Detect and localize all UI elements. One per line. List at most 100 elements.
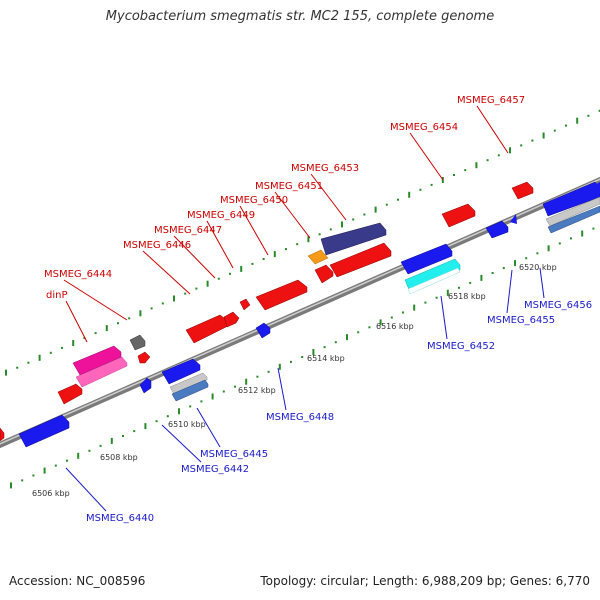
gene-label-reverse[interactable]: MSMEG_6455 <box>487 315 555 326</box>
gene-label-reverse[interactable]: MSMEG_6452 <box>427 341 495 352</box>
gene-label-forward[interactable]: MSMEG_6450 <box>220 195 288 206</box>
tick-tracks <box>5 109 600 489</box>
tick-mark <box>296 243 299 246</box>
gene-block-pink-lower[interactable] <box>75 356 128 388</box>
gene-label-reverse[interactable]: MSMEG_6456 <box>524 300 592 311</box>
scale-labels: 6506 kbp 6508 kbp 6510 kbp 6512 kbp 6514 kbp… <box>32 263 557 498</box>
gene-label-reverse[interactable]: MSMEG_6445 <box>200 449 268 460</box>
gene-label-forward[interactable]: MSMEG_6453 <box>291 163 359 174</box>
gene-label-forward[interactable]: MSMEG_6444 <box>44 269 112 280</box>
gene-block-steel[interactable] <box>171 379 209 402</box>
leader-line <box>274 191 311 239</box>
tick-mark <box>5 369 7 376</box>
tick-mark <box>502 267 505 270</box>
tick-mark <box>206 280 209 287</box>
gene-block-small-red[interactable] <box>137 351 151 364</box>
gene-block-msmeg-6447[interactable] <box>223 311 240 328</box>
gene-block-msmeg-6440[interactable] <box>18 414 70 448</box>
tick-mark <box>278 363 281 370</box>
tick-mark <box>285 248 287 251</box>
gene-block-left-red[interactable] <box>0 427 5 442</box>
reverse-strand-genes <box>18 181 600 448</box>
gene-label-forward[interactable]: MSMEG_6457 <box>457 95 525 106</box>
tick-mark <box>379 319 382 326</box>
gene-label-forward[interactable]: MSMEG_6454 <box>390 122 458 133</box>
gene-block-msmeg-6451[interactable] <box>307 249 329 265</box>
tick-mark <box>273 251 276 258</box>
tick-mark <box>307 236 310 243</box>
tick-mark <box>211 393 214 400</box>
gene-block-msmeg-6454[interactable] <box>441 203 476 228</box>
gene-label-forward[interactable]: dinP <box>46 290 68 301</box>
gene-block-msmeg-6450[interactable] <box>255 279 308 311</box>
gene-block-small-arrow[interactable] <box>510 214 517 224</box>
gene-block-msmeg-6442[interactable] <box>139 377 152 394</box>
gene-block-cyan-edge[interactable] <box>407 267 461 295</box>
gene-block-red-long[interactable] <box>329 242 392 278</box>
accession-label: Accession: NC_008596 <box>9 574 146 588</box>
tick-mark <box>301 356 304 358</box>
tick-mark <box>587 114 590 117</box>
tick-mark <box>464 169 467 172</box>
gene-block-msmeg-6456[interactable] <box>542 181 600 217</box>
map-title: Mycobacterium smegmatis str. MC2 155, co… <box>105 9 495 24</box>
gene-block-msmeg-6457[interactable] <box>511 181 534 200</box>
gene-block-msmeg-6445[interactable] <box>161 358 201 385</box>
tick-mark <box>486 159 489 162</box>
leader-line <box>65 467 107 512</box>
tick-mark <box>290 360 292 363</box>
tick-mark <box>570 237 572 240</box>
leader-line <box>239 205 269 256</box>
scale-label: 6512 kbp <box>238 386 276 395</box>
tick-mark <box>536 252 539 255</box>
tick-mark <box>161 302 164 305</box>
gene-block-msmeg-6456-gray[interactable] <box>545 196 600 227</box>
leader-line <box>440 295 448 340</box>
gene-block-msmeg-6453[interactable] <box>320 222 387 256</box>
gene-block-msmeg-6446[interactable] <box>185 314 229 344</box>
gene-labels: MSMEG_6457 MSMEG_6454 MSMEG_6453 MSMEG_6451… <box>44 95 592 524</box>
tick-mark <box>341 221 343 228</box>
leader-line <box>196 407 221 448</box>
gene-block-msmeg-6452[interactable] <box>400 243 453 275</box>
tick-mark <box>592 227 595 230</box>
gene-label-forward[interactable]: MSMEG_6449 <box>187 210 255 221</box>
scale-label: 6506 kbp <box>32 489 70 498</box>
scale-label: 6510 kbp <box>168 420 206 429</box>
leader-line <box>310 173 347 221</box>
tick-mark <box>446 289 449 296</box>
gene-block-msmeg-6448[interactable] <box>255 322 271 339</box>
gene-block-msmeg-6456-steel[interactable] <box>547 205 600 234</box>
leader-line <box>277 367 287 411</box>
tick-mark <box>531 139 534 142</box>
gene-block-msmeg-6444[interactable] <box>72 345 122 376</box>
tick-mark <box>267 370 270 373</box>
scale-label: 6508 kbp <box>100 453 138 462</box>
gene-block-msmeg-6455[interactable] <box>485 220 509 239</box>
tick-mark <box>200 400 203 403</box>
tick-mark <box>144 423 147 430</box>
gene-label-reverse[interactable]: MSMEG_6448 <box>266 412 334 423</box>
gene-label-forward[interactable]: MSMEG_6446 <box>123 240 191 251</box>
gene-block-red-under-orange[interactable] <box>314 264 334 284</box>
gene-label-forward[interactable]: MSMEG_6447 <box>154 225 222 236</box>
tick-mark <box>240 265 243 272</box>
gene-block-gray-small[interactable] <box>129 334 146 351</box>
tick-mark <box>99 444 102 447</box>
gene-block-msmeg-6449[interactable] <box>239 298 251 311</box>
tick-mark <box>117 322 119 325</box>
tick-mark <box>16 366 19 369</box>
tick-mark <box>458 286 460 289</box>
tick-mark <box>262 258 265 260</box>
gene-label-forward[interactable]: MSMEG_6451 <box>255 181 323 192</box>
gene-label-reverse[interactable]: MSMEG_6440 <box>86 513 154 524</box>
scale-label: 6520 kbp <box>519 263 557 272</box>
leader-line <box>206 220 234 269</box>
tick-mark <box>419 188 422 191</box>
gene-label-reverse[interactable]: MSMEG_6442 <box>181 464 249 475</box>
gene-block-dinp[interactable] <box>57 383 83 405</box>
gene-block-gray[interactable] <box>169 372 208 395</box>
gene-block-right-edge[interactable] <box>595 182 600 194</box>
tick-mark <box>54 464 57 467</box>
